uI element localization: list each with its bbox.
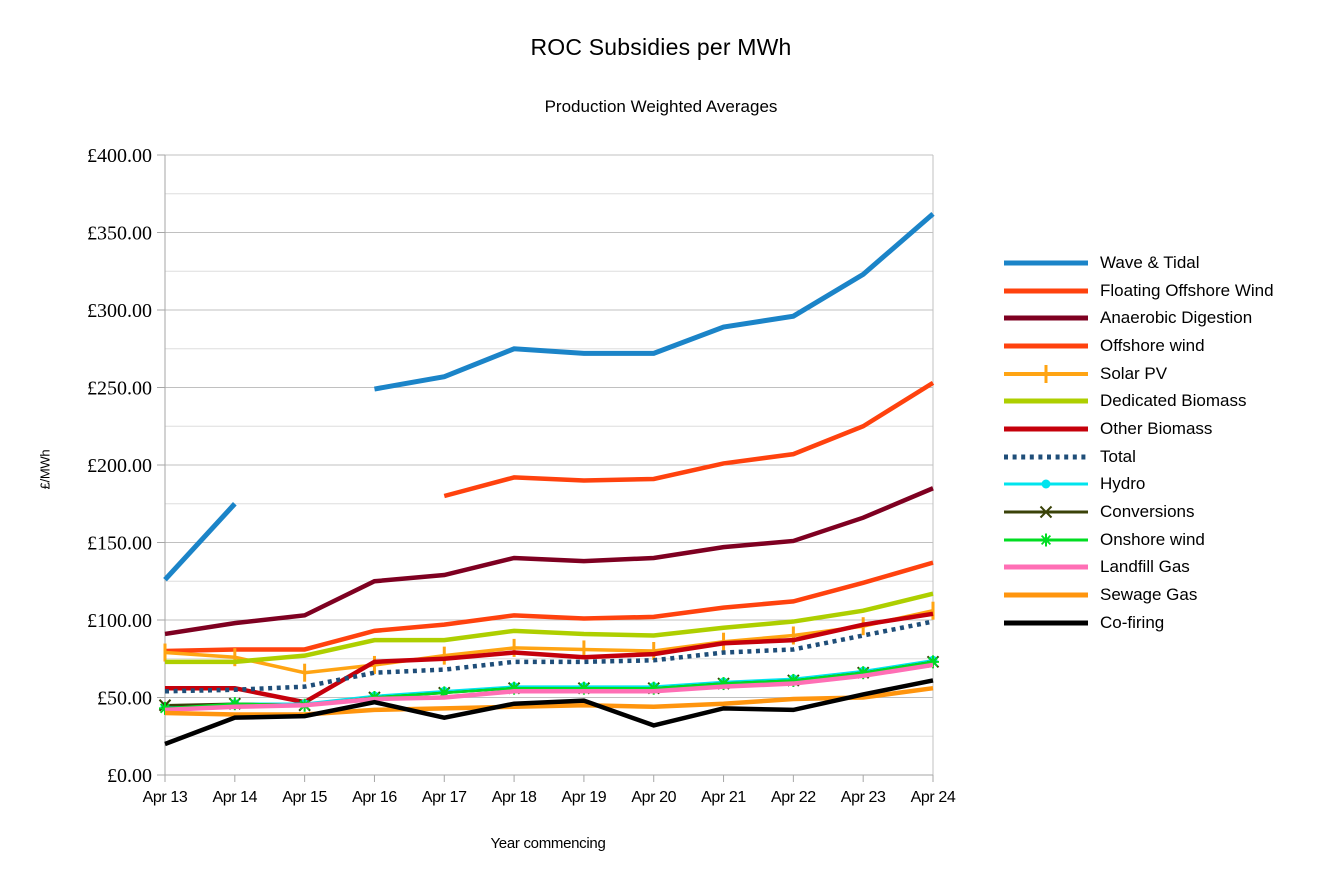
legend-swatch-total (1004, 454, 1088, 460)
legend-label: Dedicated Biomass (1100, 391, 1247, 411)
x-tick-label: Apr 18 (492, 789, 537, 806)
legend-swatch-sewage-gas (1004, 592, 1088, 598)
series-line-solar-pv (164, 608, 934, 675)
legend-item-sewage-gas: Sewage Gas (1002, 581, 1274, 609)
series-anaerobic-digestion (164, 486, 934, 637)
legend-label: Co-firing (1100, 612, 1165, 632)
legend-swatch-onshore-wind (1004, 533, 1088, 547)
legend-label: Hydro (1100, 474, 1146, 494)
legend-item-conversions: Conversions (1002, 498, 1274, 526)
legend-item-co-firing: Co-firing (1002, 609, 1274, 637)
y-tick-label: £150.00 (87, 533, 152, 555)
series-line-dedicated-biomass (165, 591, 934, 665)
axis-labels: £0.00 £50.00 £100.00 £150.00 £200.00 £250.00 £… (87, 145, 956, 806)
x-tick-label: Apr 21 (701, 789, 746, 806)
legend-item-anaerobic-digestion: Anaerobic Digestion (1002, 304, 1274, 332)
star-marker (1040, 534, 1052, 545)
chart-subtitle: Production Weighted Averages (544, 97, 778, 116)
series-wave-tidal (163, 212, 935, 582)
x-tick-label: Apr 20 (631, 789, 676, 806)
series-line-offshore-wind (164, 560, 934, 654)
legend-label: Landfill Gas (1100, 557, 1190, 577)
legend-swatch-conversions (1004, 505, 1088, 519)
y-tick-label: £0.00 (107, 765, 152, 787)
legend-label: Other Biomass (1100, 418, 1213, 438)
legend-item-dedicated-biomass: Dedicated Biomass (1002, 387, 1274, 415)
legend-label: Wave & Tidal (1100, 252, 1200, 272)
circle-marker (1041, 479, 1051, 489)
series-line-other-biomass (165, 611, 934, 705)
series-floating-offshore-wind (443, 380, 935, 499)
legend-label: Floating Offshore Wind (1100, 280, 1274, 300)
x-tick-label: Apr 14 (212, 789, 257, 806)
legend-label: Conversions (1100, 502, 1195, 522)
chart-legend: Wave & Tidal Floating Offshore Wind Anaero… (1002, 249, 1274, 637)
series-line-co-firing (164, 678, 934, 747)
x-tick-label: Apr 17 (422, 789, 467, 806)
series-offshore-wind (164, 560, 934, 654)
series-dedicated-biomass (165, 591, 934, 665)
legend-swatch-floating-offshore-wind (1004, 288, 1088, 294)
x-tick-label: Apr 22 (771, 789, 816, 806)
y-tick-label: £200.00 (87, 455, 152, 477)
series-line-landfill-gas (164, 662, 934, 713)
x-tick-label: Apr 15 (282, 789, 327, 806)
legend-label: Total (1100, 446, 1136, 466)
legend-item-hydro: Hydro (1002, 471, 1274, 499)
legend-swatch-co-firing (1004, 620, 1088, 626)
x-tick-label: Apr 24 (911, 789, 956, 806)
legend-label: Solar PV (1100, 363, 1168, 383)
legend-item-onshore-wind: Onshore wind (1002, 526, 1274, 554)
x-tick-label: Apr 19 (562, 789, 607, 806)
chart-title: ROC Subsidies per MWh (530, 34, 792, 60)
series-line-floating-offshore-wind (443, 380, 935, 499)
legend-swatch-anaerobic-digestion (1004, 315, 1088, 321)
legend-swatch-solar-pv (1004, 364, 1088, 383)
legend-swatch-other-biomass (1004, 426, 1088, 432)
x-tick-label: Apr 13 (143, 789, 188, 806)
legend-label: Sewage Gas (1100, 585, 1198, 605)
series-landfill-gas (164, 662, 934, 713)
legend-item-wave-tidal: Wave & Tidal (1002, 249, 1274, 277)
legend-item-solar-pv: Solar PV (1002, 360, 1274, 388)
legend-swatch-landfill-gas (1004, 564, 1088, 570)
legend-swatch-dedicated-biomass (1004, 398, 1088, 404)
legend-item-offshore-wind: Offshore wind (1002, 332, 1274, 360)
x-tick-label: Apr 16 (352, 789, 397, 806)
legend-swatch-wave-tidal (1004, 260, 1088, 266)
x-tick-label: Apr 23 (841, 789, 886, 806)
legend-item-landfill-gas: Landfill Gas (1002, 554, 1274, 582)
series-line-anaerobic-digestion (164, 486, 934, 637)
series-co-firing (164, 678, 934, 747)
x-axis-title: Year commencing (490, 835, 606, 852)
y-tick-label: £50.00 (97, 688, 152, 710)
y-tick-label: £100.00 (87, 610, 152, 632)
series-line-wave-tidal (374, 212, 935, 392)
legend-item-total: Total (1002, 443, 1274, 471)
y-tick-label: £250.00 (87, 378, 152, 400)
legend-label: Anaerobic Digestion (1100, 308, 1253, 328)
legend-swatch-hydro (1004, 479, 1088, 489)
series-other-biomass (165, 611, 934, 705)
y-tick-label: £400.00 (87, 145, 152, 167)
legend-swatch-offshore-wind (1004, 343, 1088, 349)
axis-ticks (157, 154, 934, 782)
series-line-wave-tidal (163, 502, 237, 582)
series-solar-pv (163, 601, 935, 682)
y-tick-label: £300.00 (87, 300, 152, 322)
legend-label: Offshore wind (1100, 335, 1205, 355)
legend-item-floating-offshore-wind: Floating Offshore Wind (1002, 277, 1274, 305)
legend-item-other-biomass: Other Biomass (1002, 415, 1274, 443)
legend-label: Onshore wind (1100, 529, 1205, 549)
y-tick-label: £350.00 (87, 223, 152, 245)
x-marker (1039, 505, 1053, 519)
